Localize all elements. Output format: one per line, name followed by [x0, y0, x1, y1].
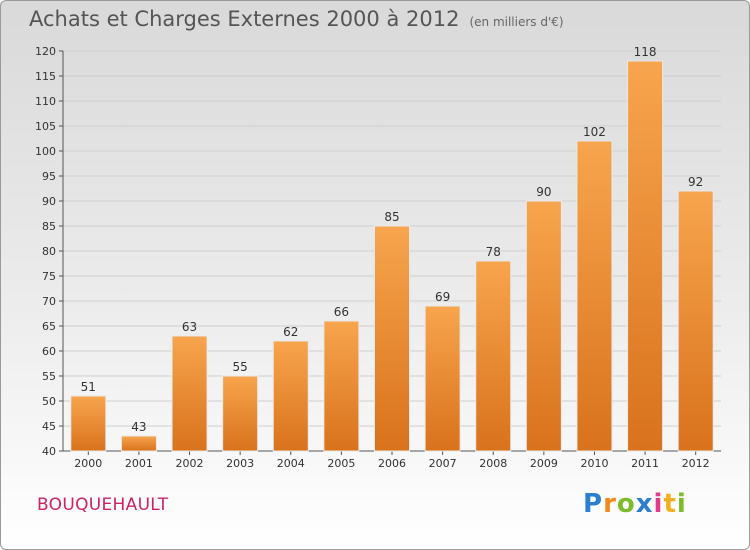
chart-subtitle: (en milliers d'€)	[469, 15, 564, 29]
data-label-2003: 55	[233, 360, 248, 374]
x-tick-label-2011: 2011	[631, 457, 659, 470]
y-tick-label: 65	[42, 320, 56, 333]
bars	[70, 60, 714, 452]
bar-2003	[222, 375, 259, 452]
bar-2011	[627, 60, 664, 452]
data-labels: 51 43 63 55 62 66 85 69 78 90 102 118 92	[81, 45, 704, 434]
x-tick-label-2012: 2012	[682, 457, 710, 470]
y-tick-label: 110	[35, 95, 56, 108]
bar-2009	[525, 200, 562, 452]
y-tick-label: 80	[42, 245, 56, 258]
bar-2006	[374, 225, 410, 452]
y-tick-label: 90	[42, 195, 56, 208]
data-label-2012: 92	[688, 175, 703, 189]
y-tick-label: 75	[42, 270, 56, 283]
y-tick-label: 105	[35, 120, 56, 133]
data-label-2002: 63	[182, 320, 197, 334]
x-tick-label-2009: 2009	[530, 457, 558, 470]
x-tick-label-2002: 2002	[176, 457, 204, 470]
x-tick-label-2004: 2004	[277, 457, 305, 470]
x-tick-label-2007: 2007	[429, 457, 457, 470]
x-tick-label-2006: 2006	[378, 457, 406, 470]
x-tick-label-2003: 2003	[226, 457, 254, 470]
x-tick-label-2008: 2008	[479, 457, 507, 470]
bar-2000	[70, 395, 107, 452]
commune-name: BOUQUEHAULT	[37, 495, 169, 515]
bar-2002	[171, 335, 208, 452]
data-label-2011: 118	[634, 45, 657, 59]
y-tick-label: 60	[42, 345, 56, 358]
data-label-2006: 85	[384, 210, 399, 224]
x-tick-label-2005: 2005	[327, 457, 355, 470]
y-tick-label: 40	[42, 445, 56, 458]
x-tick-label-2001: 2001	[125, 457, 153, 470]
data-label-2010: 102	[583, 125, 606, 139]
y-tick-label: 45	[42, 420, 56, 433]
chart-title: Achats et Charges Externes 2000 à 2012 (e…	[29, 7, 564, 31]
y-tick-label: 50	[42, 395, 56, 408]
x-tick-label-2000: 2000	[74, 457, 102, 470]
data-label-2000: 51	[81, 380, 96, 394]
y-tick-label: 100	[35, 145, 56, 158]
bar-2010	[576, 140, 613, 452]
bar-2007	[424, 305, 461, 452]
data-label-2009: 90	[536, 185, 551, 199]
y-tick-label: 70	[42, 295, 56, 308]
data-label-2004: 62	[283, 325, 298, 339]
y-tick-label: 120	[35, 45, 56, 58]
bar-2008	[475, 260, 512, 452]
bar-2001	[120, 435, 157, 452]
data-label-2007: 69	[435, 290, 450, 304]
y-tick-label: 95	[42, 170, 56, 183]
y-tick-label: 55	[42, 370, 56, 383]
data-label-2008: 78	[486, 245, 501, 259]
bar-2004	[272, 340, 309, 452]
bar-2005	[323, 320, 360, 452]
data-label-2005: 66	[334, 305, 349, 319]
y-tick-label: 115	[35, 70, 56, 83]
y-tick-label: 85	[42, 220, 56, 233]
bar-2012	[677, 190, 714, 452]
proxiti-logo: Proxiti	[583, 489, 687, 519]
data-label-2001: 43	[131, 420, 146, 434]
x-tick-label-2010: 2010	[580, 457, 608, 470]
chart-title-text: Achats et Charges Externes 2000 à 2012	[29, 7, 460, 31]
